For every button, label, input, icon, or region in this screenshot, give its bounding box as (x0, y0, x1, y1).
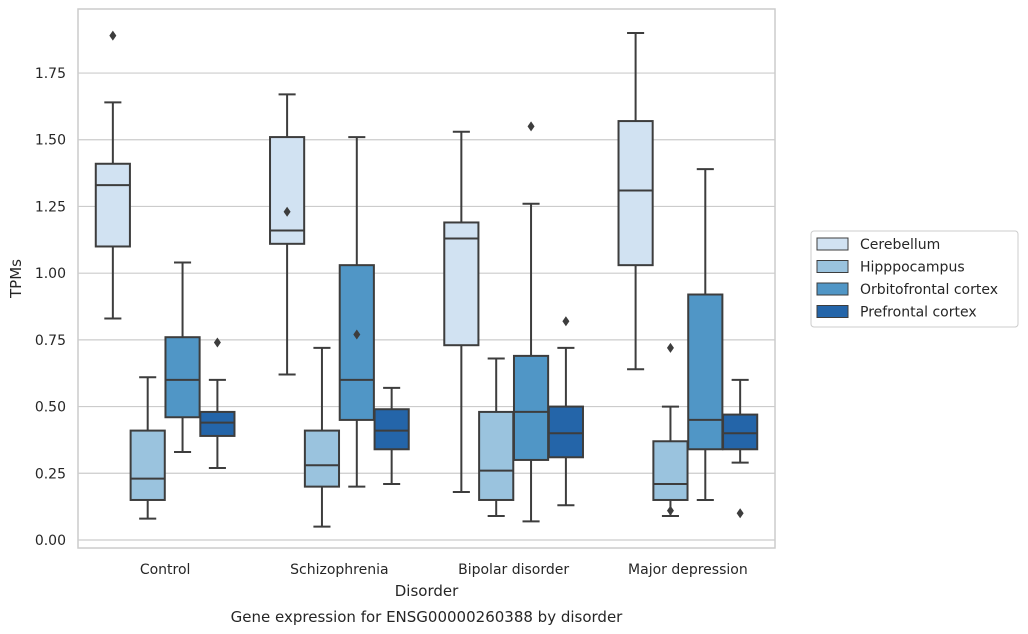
y-tick-label: 1.00 (35, 266, 66, 282)
box-group (687, 168, 724, 501)
y-tick-label: 1.25 (35, 199, 66, 215)
box (199, 410, 236, 437)
box (164, 336, 201, 419)
box (512, 354, 550, 461)
x-tick-label: Major depression (628, 562, 748, 578)
box (617, 120, 654, 267)
box-group (512, 121, 550, 523)
box (94, 162, 131, 248)
box (652, 440, 689, 501)
y-tick-label: 1.75 (35, 66, 66, 82)
box (269, 136, 306, 245)
legend-swatch (816, 237, 849, 251)
legend-swatch (816, 282, 849, 296)
legend-entry-label: Orbitofrontal cortex (860, 282, 998, 298)
outlier-point (562, 316, 570, 327)
box (129, 429, 166, 501)
outlier-point (527, 121, 535, 132)
y-tick-label: 1.50 (35, 133, 66, 149)
box-group (617, 32, 654, 371)
box (722, 413, 759, 451)
y-tick-label: 0.50 (35, 400, 66, 416)
x-tick-label: Control (140, 562, 191, 578)
box (303, 429, 341, 488)
box-group (303, 346, 341, 528)
box-group (722, 378, 759, 519)
outlier-point (213, 337, 221, 348)
box (443, 221, 480, 347)
box-group (94, 30, 131, 320)
x-tick-label: Schizophrenia (290, 562, 388, 578)
plot-frame (77, 8, 776, 549)
box (373, 408, 410, 451)
box-group (199, 337, 236, 469)
outlier-point (353, 329, 361, 340)
box-group (129, 376, 166, 520)
outlier-point (666, 505, 674, 516)
box-group (373, 386, 410, 485)
outlier-point (736, 508, 744, 519)
x-axis-label: Disorder (395, 582, 459, 600)
legend-swatch (816, 260, 849, 273)
box (547, 405, 584, 459)
y-tick-label: 0.00 (35, 533, 66, 549)
chart-caption: Gene expression for ENSG00000260388 by d… (231, 608, 624, 626)
box-group (443, 130, 480, 493)
box (478, 410, 515, 501)
box-group (652, 342, 689, 517)
legend-swatch (816, 305, 849, 318)
outlier-point (283, 206, 291, 217)
box-group (547, 316, 584, 507)
y-axis-label: TPMs (7, 259, 25, 299)
x-axis-ticks: Control Schizophrenia Bipolar disorder Majo… (140, 562, 748, 578)
legend-entry-label: Prefrontal cortex (860, 305, 977, 321)
outlier-point (666, 342, 674, 353)
box (338, 264, 375, 421)
y-tick-label: 0.25 (35, 466, 66, 482)
outlier-point (109, 30, 117, 41)
legend-entry-label: Hipppocampus (860, 260, 965, 276)
box-group (164, 261, 201, 453)
legend: Cerebellum Hipppocampus Orbitofrontal cort… (810, 230, 1019, 328)
box (687, 293, 724, 451)
y-tick-label: 0.75 (35, 333, 66, 349)
box-group (478, 357, 515, 517)
legend-entry-label: Cerebellum (860, 237, 940, 253)
x-tick-label: Bipolar disorder (458, 562, 569, 578)
legend-frame (810, 230, 1019, 328)
box-plot-layer (94, 30, 759, 528)
box-group (338, 136, 375, 488)
y-axis-ticks: 0.00 0.25 0.50 0.75 1.00 1.25 1.50 1.75 (35, 66, 66, 549)
box-group (269, 93, 306, 376)
